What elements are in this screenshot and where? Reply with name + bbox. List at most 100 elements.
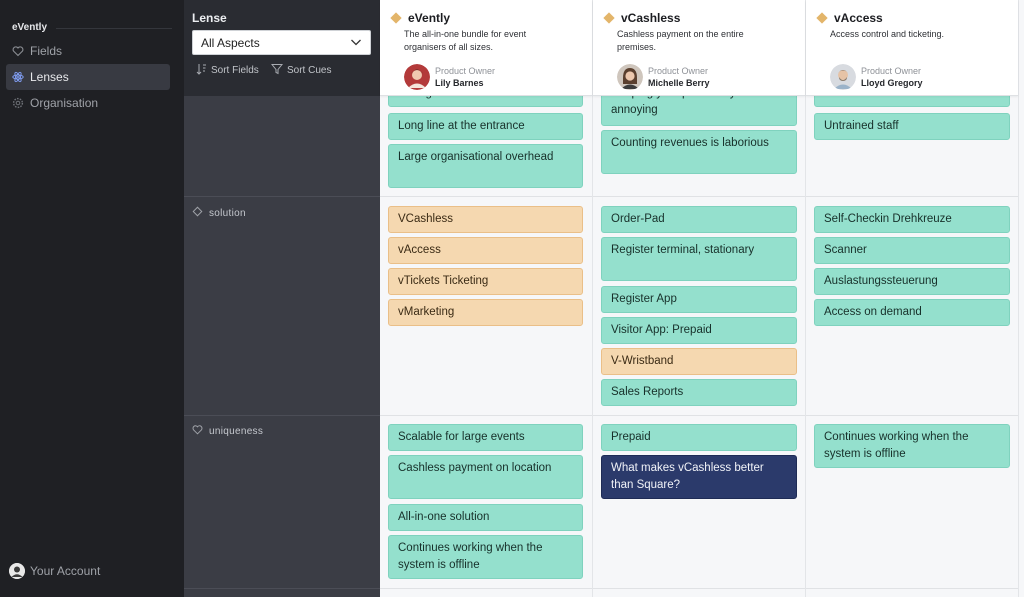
row-divider xyxy=(593,196,805,197)
cue-card[interactable]: vTickets Ticketing xyxy=(388,268,583,295)
column-title[interactable]: eVently xyxy=(390,11,450,25)
owner-name: Lily Barnes xyxy=(435,77,484,88)
row-label-solution: solution xyxy=(192,206,246,220)
owner-name: Michelle Berry xyxy=(648,77,710,88)
gear-icon xyxy=(12,97,24,109)
column-title-text: vAccess xyxy=(834,11,883,25)
cue-card[interactable]: Register terminal, stationary xyxy=(601,237,797,281)
column-vaccess: vAccess Access control and ticketing. Pr… xyxy=(806,0,1019,597)
lens-title: Lense xyxy=(192,11,227,25)
row-divider xyxy=(806,196,1018,197)
column-title[interactable]: vCashless xyxy=(603,11,680,25)
diamond-icon xyxy=(603,12,615,24)
sidebar: eVently Fields Lenses Organisation Your … xyxy=(0,0,184,597)
cue-card[interactable]: Large organisational overhead xyxy=(388,144,583,188)
row-label-text: uniqueness xyxy=(209,425,264,437)
column-header: eVently The all-in-one bundle for event … xyxy=(380,0,592,96)
sidebar-item-label: Lenses xyxy=(30,70,69,84)
lens-header: Lense All Aspects Sort Fields Sort Cues xyxy=(184,0,380,96)
cue-card[interactable]: V-Wristband xyxy=(601,348,797,375)
brand-divider xyxy=(56,28,172,29)
cue-card[interactable]: Continues working when the system is off… xyxy=(814,424,1010,468)
cue-card[interactable]: Order-Pad xyxy=(601,206,797,233)
chevron-down-icon xyxy=(350,36,362,51)
cue-card[interactable]: vAccess xyxy=(388,237,583,264)
avatar xyxy=(9,563,25,579)
column-title-text: eVently xyxy=(408,11,451,25)
row-divider xyxy=(184,196,380,197)
sort-icon xyxy=(196,63,207,78)
row-divider xyxy=(380,588,592,589)
avatar xyxy=(830,64,856,90)
sidebar-item-label: Organisation xyxy=(30,96,99,110)
sort-cues-button[interactable]: Sort Cues xyxy=(270,63,332,78)
column-description: Access control and ticketing. xyxy=(830,29,945,39)
lens-panel: Lense All Aspects Sort Fields Sort Cues … xyxy=(184,0,380,597)
account-link[interactable]: Your Account xyxy=(9,563,100,579)
lens-select[interactable]: All Aspects xyxy=(192,30,371,55)
cue-card[interactable]: vMarketing xyxy=(388,299,583,326)
sort-cues-label: Sort Cues xyxy=(287,65,332,76)
row-divider xyxy=(806,588,1018,589)
sidebar-item-lenses[interactable]: Lenses xyxy=(6,64,170,90)
sidebar-item-organisation[interactable]: Organisation xyxy=(6,90,170,116)
cue-card[interactable]: Counting revenues is laborious xyxy=(601,130,797,174)
column-evently: eVently The all-in-one bundle for event … xyxy=(380,0,593,597)
product-owner[interactable]: Product Owner Lloyd Gregory xyxy=(830,64,923,90)
cue-card[interactable]: All-in-one solution xyxy=(388,504,583,531)
sidebar-item-label: Fields xyxy=(30,44,63,58)
sort-fields-label: Sort Fields xyxy=(211,65,259,76)
atom-icon xyxy=(12,71,24,83)
column-header: vCashless Cashless payment on the entire… xyxy=(593,0,805,96)
row-divider xyxy=(380,415,592,416)
row-divider xyxy=(380,196,592,197)
diamond-outline-icon xyxy=(192,206,203,220)
owner-name: Lloyd Gregory xyxy=(861,77,923,88)
row-divider xyxy=(806,415,1018,416)
cue-card[interactable]: Sales Reports xyxy=(601,379,797,406)
column-description: Cashless payment on the entire premises. xyxy=(617,29,744,52)
row-divider xyxy=(184,588,380,589)
cue-card[interactable]: Prepaid xyxy=(601,424,797,451)
owner-role: Product Owner xyxy=(648,65,709,76)
diamond-icon xyxy=(390,12,402,24)
row-divider xyxy=(593,415,805,416)
row-label-text: solution xyxy=(209,207,246,219)
avatar xyxy=(404,64,430,90)
diamond-icon xyxy=(816,12,828,24)
cue-card[interactable]: Cashless payment on location xyxy=(388,455,583,499)
sidebar-item-fields[interactable]: Fields xyxy=(6,38,170,64)
cue-card[interactable]: Untrained staff xyxy=(814,113,1010,140)
cue-card[interactable]: VCashless xyxy=(388,206,583,233)
heart-icon xyxy=(12,45,24,57)
product-owner[interactable]: Product Owner Lily Barnes xyxy=(404,64,495,90)
cue-card-question[interactable]: What makes vCashless better than Square? xyxy=(601,455,797,499)
column-title[interactable]: vAccess xyxy=(816,11,883,25)
row-divider xyxy=(593,588,805,589)
cue-card[interactable]: Register App xyxy=(601,286,797,313)
next-column-edge xyxy=(1019,0,1024,597)
column-header: vAccess Access control and ticketing. Pr… xyxy=(806,0,1018,96)
owner-role: Product Owner xyxy=(861,65,922,76)
column-title-text: vCashless xyxy=(621,11,681,25)
cue-card[interactable]: Continues working when the system is off… xyxy=(388,535,583,579)
column-description: The all-in-one bundle for event organise… xyxy=(404,29,527,52)
cue-card[interactable]: Visitor App: Prepaid xyxy=(601,317,797,344)
product-owner[interactable]: Product Owner Michelle Berry xyxy=(617,64,710,90)
brand-label: eVently xyxy=(12,22,48,33)
cue-card[interactable]: Access on demand xyxy=(814,299,1010,326)
cue-card[interactable]: Auslastungssteuerung xyxy=(814,268,1010,295)
avatar xyxy=(617,64,643,90)
row-divider xyxy=(184,415,380,416)
cue-card[interactable]: Scalable for large events xyxy=(388,424,583,451)
cue-card[interactable]: Scanner xyxy=(814,237,1010,264)
cue-card[interactable]: Long line at the entrance xyxy=(388,113,583,140)
owner-role: Product Owner xyxy=(435,65,496,76)
sort-fields-button[interactable]: Sort Fields xyxy=(196,63,259,78)
cue-card[interactable]: Self-Checkin Drehkreuze xyxy=(814,206,1010,233)
heart-outline-icon xyxy=(192,424,203,438)
account-label: Your Account xyxy=(30,564,101,578)
lens-select-value: All Aspects xyxy=(201,35,260,50)
row-label-uniqueness: uniqueness xyxy=(192,424,263,438)
column-vcashless: vCashless Cashless payment on the entire… xyxy=(593,0,806,597)
